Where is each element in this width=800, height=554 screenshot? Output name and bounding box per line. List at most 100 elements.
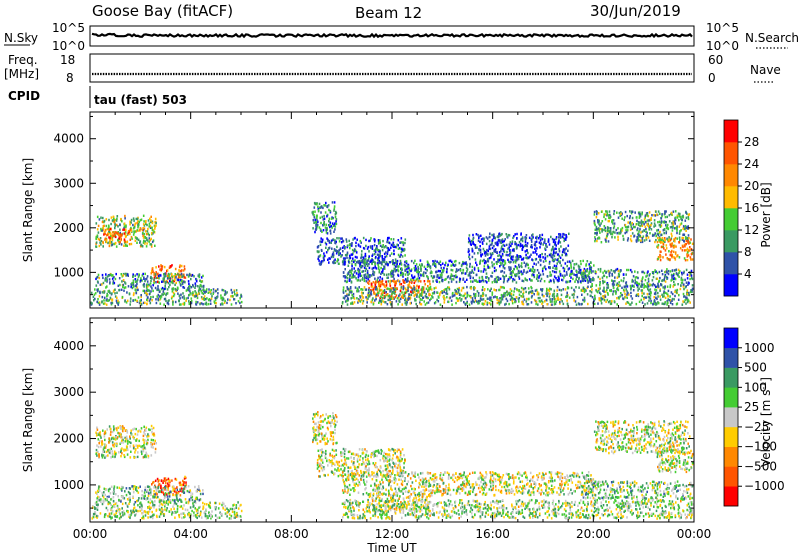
power-echo-cell bbox=[555, 237, 557, 241]
power-echo-cell bbox=[401, 303, 403, 306]
power-echo-cell bbox=[536, 253, 538, 256]
power-echo-cell bbox=[152, 270, 154, 273]
power-echo-cell bbox=[557, 276, 560, 279]
power-echo-cell bbox=[500, 258, 503, 262]
power-echo-cell bbox=[530, 269, 533, 272]
power-echo-cell bbox=[487, 265, 489, 268]
power-echo-cell bbox=[634, 270, 636, 273]
power-echo-cell bbox=[392, 272, 394, 275]
power-echo-cell bbox=[552, 258, 555, 262]
power-echo-cell bbox=[109, 227, 112, 231]
power-echo-cell bbox=[662, 243, 665, 246]
power-echo-cell bbox=[603, 295, 605, 298]
power-echo-cell bbox=[684, 259, 687, 262]
power-echo-cell bbox=[384, 295, 387, 298]
power-echo-cell bbox=[514, 259, 516, 262]
power-echo-cell bbox=[480, 270, 482, 273]
power-echo-cell bbox=[190, 292, 192, 295]
power-echo-cell bbox=[674, 218, 677, 222]
power-echo-cell bbox=[643, 296, 646, 299]
power-echo-cell bbox=[172, 300, 174, 304]
power-echo-cell bbox=[569, 280, 572, 283]
power-echo-cell bbox=[104, 302, 106, 305]
power-echo-cell bbox=[154, 286, 157, 290]
power-echo-cell bbox=[507, 258, 509, 262]
power-echo-cell bbox=[103, 296, 106, 299]
power-echo-cell bbox=[552, 240, 555, 244]
power-echo-cell bbox=[510, 271, 513, 275]
power-echo-cell bbox=[390, 294, 393, 297]
power-echo-cell bbox=[684, 298, 687, 302]
power-echo-cell bbox=[546, 255, 549, 258]
power-echo-cell bbox=[111, 277, 114, 280]
power-echo-cell bbox=[395, 265, 397, 268]
power-echo-cell bbox=[524, 239, 527, 242]
power-echo-cell bbox=[133, 219, 135, 222]
power-echo-cell bbox=[646, 223, 649, 226]
power-echo-cell bbox=[357, 243, 360, 246]
power-echo-cell bbox=[359, 300, 362, 303]
power-echo-cell bbox=[382, 239, 384, 243]
power-echo-cell bbox=[126, 272, 128, 276]
power-echo-cell bbox=[471, 297, 474, 300]
power-echo-cell bbox=[494, 278, 496, 281]
power-echo-cell bbox=[370, 288, 372, 292]
power-echo-cell bbox=[335, 249, 337, 252]
power-echo-cell bbox=[378, 299, 381, 302]
freq-label: Freq. bbox=[8, 53, 38, 67]
power-echo-cell bbox=[152, 284, 154, 287]
power-echo-cell bbox=[670, 254, 673, 257]
power-echo-cell bbox=[363, 274, 365, 277]
power-echo-cell bbox=[544, 240, 546, 243]
power-echo-cell bbox=[546, 245, 548, 248]
power-echo-cell bbox=[640, 219, 643, 222]
power-echo-cell bbox=[577, 264, 580, 267]
power-echo-cell bbox=[135, 236, 137, 239]
power-echo-cell bbox=[187, 275, 190, 278]
power-echo-cell bbox=[665, 230, 668, 233]
power-echo-cell bbox=[528, 256, 530, 260]
power-echo-cell bbox=[621, 294, 623, 297]
power-echo-cell bbox=[132, 299, 134, 302]
power-echo-cell bbox=[457, 268, 460, 272]
power-echo-cell bbox=[526, 249, 528, 252]
power-echo-cell bbox=[130, 229, 133, 233]
power-echo-cell bbox=[477, 292, 480, 295]
power-echo-cell bbox=[161, 280, 163, 283]
power-echo-cell bbox=[665, 253, 667, 256]
power-echo-cell bbox=[664, 291, 667, 294]
power-echo-cell bbox=[512, 258, 514, 261]
power-echo-cell bbox=[383, 283, 385, 286]
power-echo-cell bbox=[518, 277, 521, 280]
power-echo-cell bbox=[407, 286, 409, 289]
power-echo-cell bbox=[125, 274, 127, 277]
power-echo-cell bbox=[460, 289, 463, 292]
power-echo-cell bbox=[106, 294, 109, 297]
power-echo-cell bbox=[374, 285, 376, 289]
power-echo-cell bbox=[427, 289, 429, 292]
power-echo-cell bbox=[139, 229, 141, 232]
power-echo-cell bbox=[546, 287, 548, 291]
power-echo-cell bbox=[620, 229, 622, 232]
velocity-echo-cell bbox=[126, 445, 128, 448]
power-echo-cell bbox=[559, 261, 561, 265]
power-echo-cell bbox=[670, 279, 672, 282]
power-echo-cell bbox=[606, 234, 608, 237]
power-echo-cell bbox=[140, 218, 143, 221]
power-echo-cell bbox=[653, 296, 655, 299]
power-echo-cell bbox=[552, 252, 555, 255]
power-echo-cell bbox=[687, 254, 690, 257]
power-echo-cell bbox=[101, 229, 103, 232]
power-echo-cell bbox=[155, 266, 157, 269]
power-echo-cell bbox=[586, 269, 588, 272]
power-echo-cell bbox=[490, 299, 493, 302]
nsky-trace bbox=[91, 32, 693, 39]
power-echo-cell bbox=[557, 260, 560, 263]
power-echo-cell bbox=[92, 295, 95, 299]
power-echo-cell bbox=[315, 224, 317, 227]
power-echo-cell bbox=[411, 274, 413, 277]
power-echo-cell bbox=[537, 261, 540, 264]
power-echo-cell bbox=[439, 273, 442, 277]
power-echo-cell bbox=[328, 241, 331, 244]
power-echo-cell bbox=[472, 242, 474, 245]
